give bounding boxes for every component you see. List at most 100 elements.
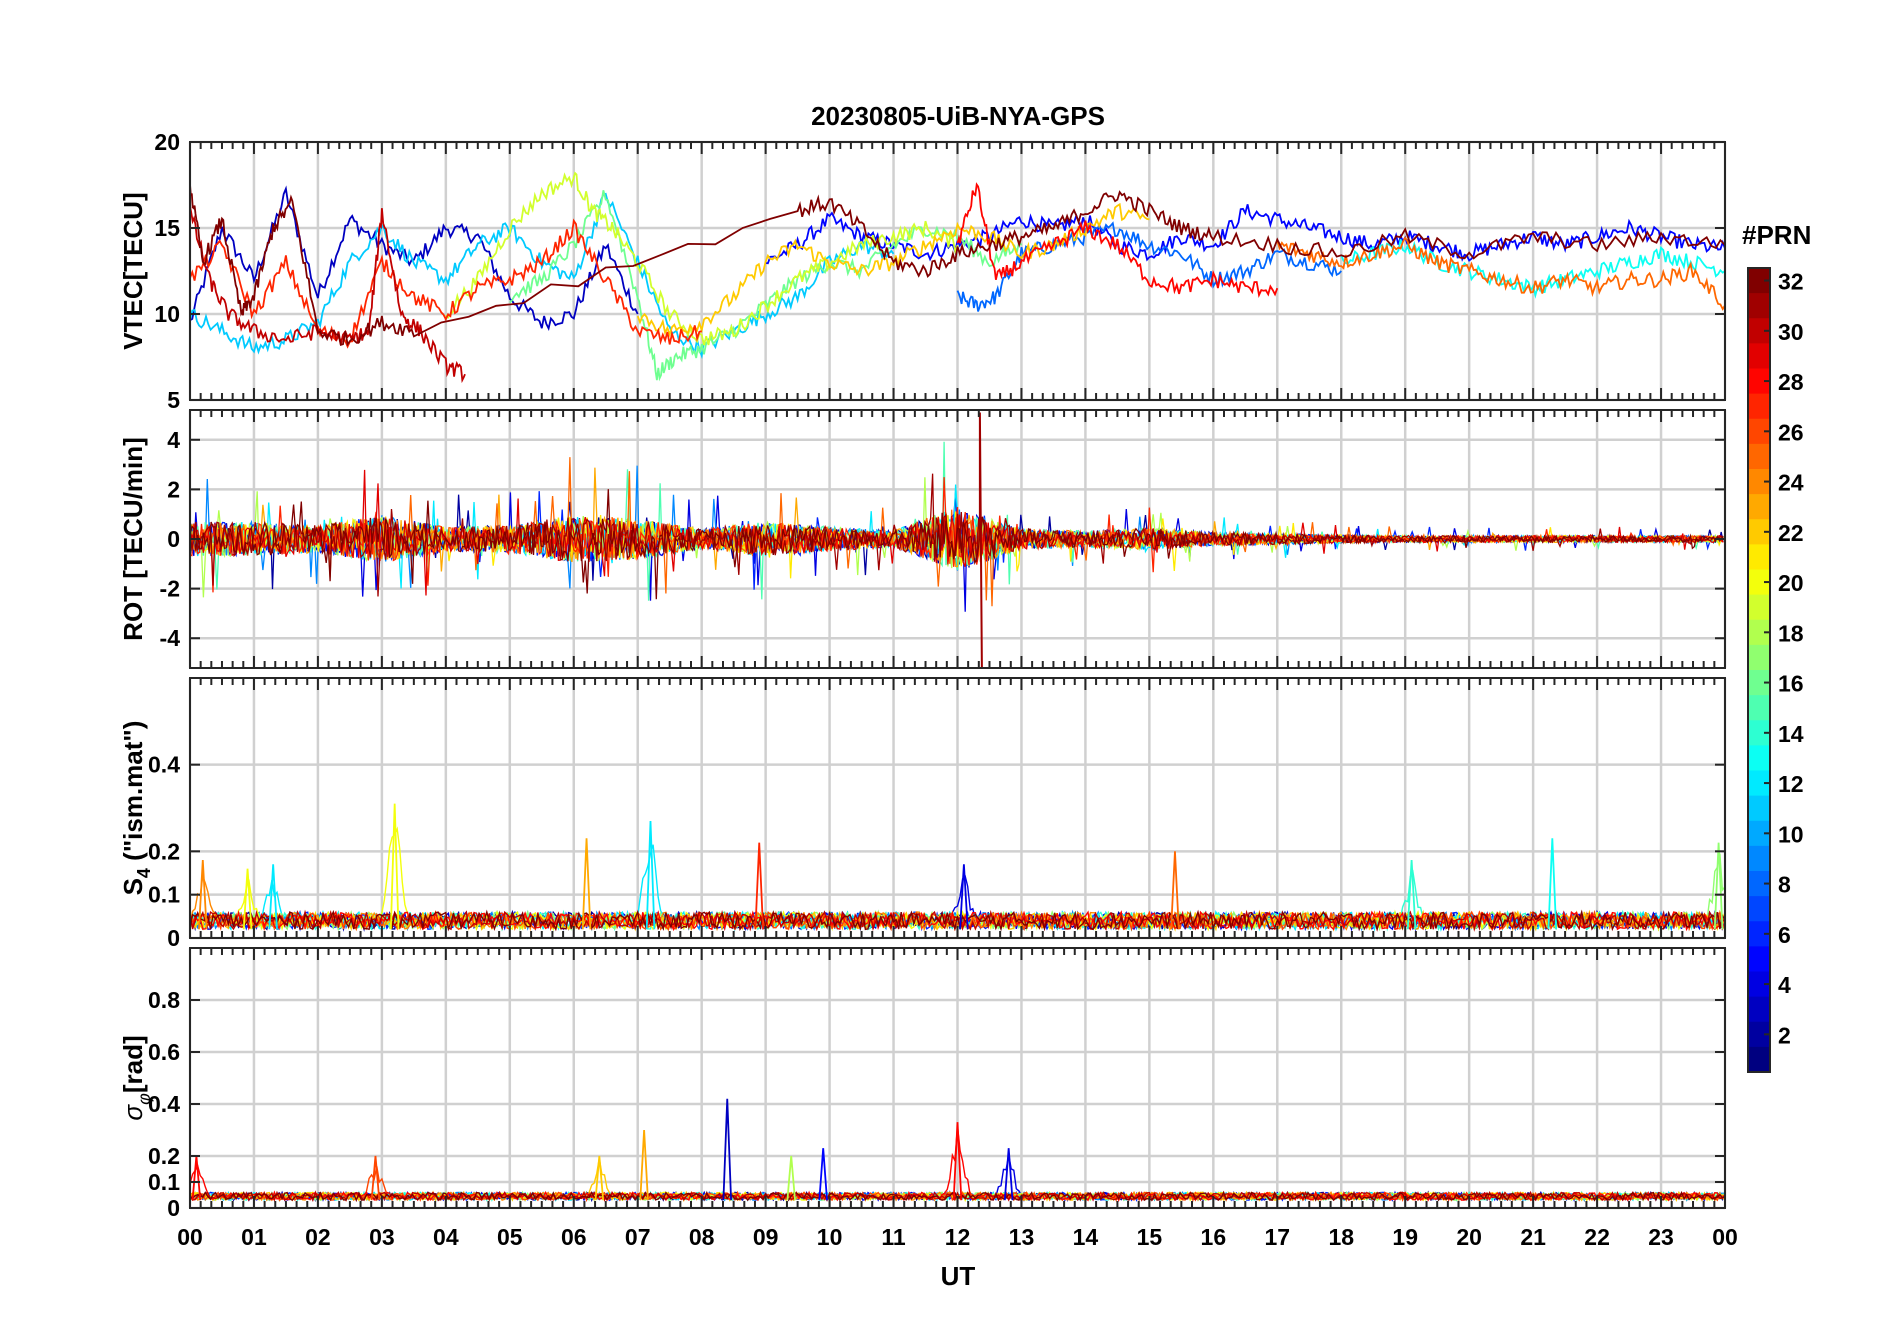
vtec-series-prn-32 [190,184,1725,347]
x-tick-label: 14 [1073,1224,1099,1250]
rot-y-tick-label: 2 [167,476,180,502]
colorbar-tick-label: 8 [1778,872,1791,898]
colorbar-segment [1748,1046,1770,1073]
x-tick-label: 09 [753,1224,779,1250]
x-tick-label: 00 [177,1224,203,1250]
rot-y-tick-label: 0 [167,526,180,552]
colorbar-segment [1748,1021,1770,1048]
s4-peak [581,838,592,930]
s4-peak [1547,838,1558,930]
rot-panel: -4 -2 0 2 4 ROT [TECU/min] [118,409,1727,669]
x-axis-tick-labels: 00 01 02 03 04 05 06 07 08 09 10 11 12 13 14 15 16 17 18 19… [177,1224,1738,1250]
colorbar-segment [1748,293,1770,319]
vtec-y-tick-label: 20 [154,129,180,155]
colorbar-segment [1748,820,1770,847]
colorbar-segment [1748,644,1770,671]
colorbar-tick-label: 16 [1778,671,1804,697]
s4-peak [1406,859,1417,930]
colorbar-tick-label: 32 [1778,269,1804,295]
colorbar-tick-label: 4 [1778,972,1791,998]
sigma_phi-y-tick-label: 0.2 [148,1143,180,1169]
vtec-series-prn-11 [190,192,895,360]
vtec-series-prn-5 [765,204,1725,265]
colorbar-segment [1748,519,1770,545]
x-tick-label: 00 [1712,1224,1738,1250]
sigma_phi-peak [952,1122,963,1201]
colorbar-segment [1748,268,1770,294]
sigma_phi-y-tick-label: 0.6 [148,1039,180,1065]
s4-peak [242,868,253,930]
colorbar-tick-label: 26 [1778,419,1804,445]
colorbar-tick-label: 14 [1778,721,1804,747]
colorbar-segment [1748,418,1770,445]
s4-peak [754,842,764,930]
x-tick-label: 05 [497,1224,523,1250]
colorbar-segment [1748,795,1770,822]
colorbar-segment [1748,971,1770,998]
rot-spike [978,412,983,668]
colorbar-segment [1748,569,1770,596]
colorbar-tick-label: 6 [1778,922,1791,948]
x-tick-label: 20 [1456,1224,1482,1250]
colorbar-segment [1748,921,1770,947]
sigma_phi-peak [594,1155,605,1201]
x-tick-label: 22 [1584,1224,1610,1250]
x-tick-label: 21 [1520,1224,1546,1250]
colorbar-segment [1748,745,1770,771]
colorbar-segment [1748,670,1770,696]
sigma_phi-peak [818,1148,828,1201]
vtec-series-prn-28 [956,182,1279,298]
s4-peak [959,864,969,930]
x-tick-label: 18 [1328,1224,1354,1250]
rot-series-prn-32 [190,489,1724,600]
x-tick-label: 16 [1201,1224,1227,1250]
s4-peak [389,803,400,930]
s4-series-prn-26 [190,909,1725,932]
sigma_phi-y-tick-label: 0 [167,1195,180,1221]
vtec-series-prn-8 [956,221,1342,312]
sigma_phi-peak [639,1129,649,1201]
vtec-series-prn-30 [190,205,466,384]
colorbar-segment [1748,343,1770,369]
s4-peak [198,859,208,930]
colorbar-tick-label: 2 [1778,1022,1791,1048]
colorbar-tick-label: 30 [1778,319,1804,345]
sigma_phi-y-tick-label: 0.8 [148,987,180,1013]
vtec-y-axis-label: VTEC[TECU] [118,192,148,349]
colorbar-segment [1748,594,1770,621]
sigma_phi-peak [370,1155,381,1201]
colorbar-segment [1748,871,1770,897]
x-tick-label: 15 [1137,1224,1163,1250]
sigma_phi-y-axis-label: σφ[rad] [118,1035,154,1120]
vtec-y-tick-label: 10 [154,301,180,327]
colorbar-segment [1748,469,1770,495]
vtec-series-prn-25 [1276,236,1725,311]
x-tick-label: 04 [433,1224,459,1250]
x-tick-label: 19 [1392,1224,1418,1250]
colorbar-tick-label: 18 [1778,620,1804,646]
vtec-y-tick-label: 15 [154,215,180,241]
s4-peak [645,820,656,930]
x-tick-label: 13 [1009,1224,1035,1250]
colorbar-tick-label: 12 [1778,771,1804,797]
colorbar-tick-label: 10 [1778,821,1804,847]
colorbar-segment [1748,695,1770,721]
x-tick-label: 01 [241,1224,267,1250]
x-tick-label: 07 [625,1224,651,1250]
x-tick-label: 10 [817,1224,843,1250]
sigma-phi-panel: 00.10.2 0.4 0.6 0.8 σφ[rad] [118,947,1727,1221]
x-tick-label: 12 [945,1224,971,1250]
vtec-series-prn-22 [636,202,1150,338]
s4-y-tick-label: 0.1 [148,882,180,908]
vtec-panel: 5 10 15 20 VTEC[TECU] [118,129,1727,413]
vtec-series-prn-19 [445,171,959,346]
chart-title: 20230805-UiB-NYA-GPS [811,101,1105,131]
s4-y-tick-label: 0 [167,925,180,951]
s4-peak [268,864,278,930]
x-tick-label: 06 [561,1224,587,1250]
x-tick-label: 23 [1648,1224,1674,1250]
s4-y-tick-label: 0.2 [148,838,180,864]
colorbar-label: #PRN [1742,220,1811,250]
